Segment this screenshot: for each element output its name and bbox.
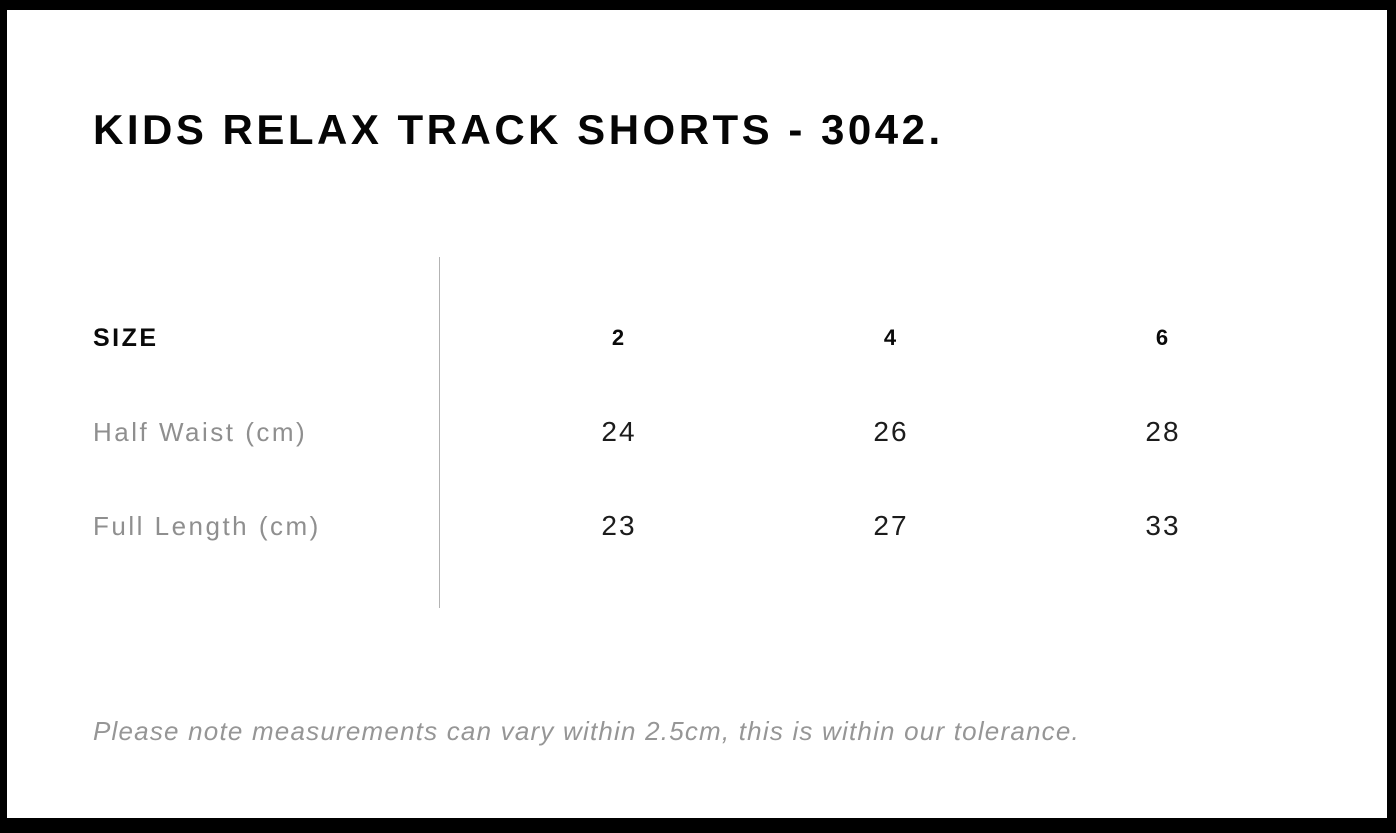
full-length-size-6: 33 (1145, 510, 1181, 541)
half-waist-size-4: 26 (873, 416, 909, 447)
size-chart: SIZE 2 4 6 Half Waist (cm) 24 26 28 Full… (93, 257, 1303, 608)
size-option-2: 2 (611, 325, 627, 350)
tolerance-note: Please note measurements can vary within… (93, 716, 1080, 746)
half-waist-size-6: 28 (1145, 416, 1181, 447)
half-waist-size-2: 24 (601, 416, 637, 447)
size-header-row: SIZE 2 4 6 (93, 291, 1303, 385)
full-length-size-4: 27 (873, 510, 909, 541)
size-option-6: 6 (1155, 325, 1171, 350)
row-label-half-waist: Half Waist (cm) (93, 416, 308, 447)
row-label-full-length: Full Length (cm) (93, 510, 321, 541)
full-length-size-2: 23 (601, 510, 637, 541)
measurement-row-half-waist: Half Waist (cm) 24 26 28 (93, 385, 1303, 479)
size-option-4: 4 (883, 325, 899, 350)
size-column-header: SIZE (93, 323, 159, 352)
page-title: KIDS RELAX TRACK SHORTS - 3042. (93, 106, 944, 153)
measurement-row-full-length: Full Length (cm) 23 27 33 (93, 479, 1303, 573)
column-divider (439, 257, 440, 608)
